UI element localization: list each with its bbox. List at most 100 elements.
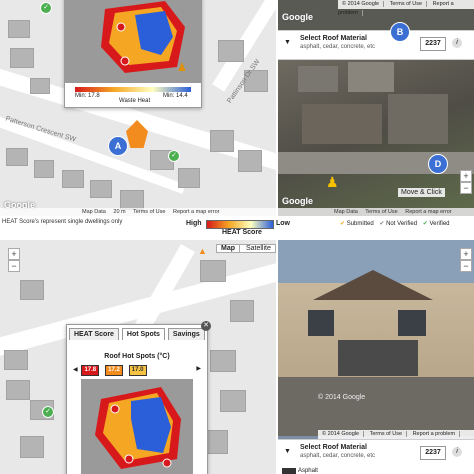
asphalt-label: Asphalt (297, 468, 318, 474)
info-icon[interactable]: i (452, 447, 462, 457)
prev-arrow-icon[interactable]: ◀ (73, 367, 78, 373)
legend-note: HEAT Score's represent single dwellings … (2, 219, 123, 225)
zoom-out-button[interactable]: − (460, 260, 472, 272)
hot-spot-value[interactable]: 17.2 (104, 365, 123, 376)
map-data-link[interactable]: Map Data (82, 209, 106, 215)
top-left-map[interactable]: ✓ ✓ Pattinson Dr SW Patterson Crescent S… (0, 0, 276, 216)
heat-map-popup: ♟ Min: 17.8 Waste Heat Min: 14.4 (64, 0, 202, 108)
badge-b: B (390, 22, 410, 42)
zoom-out-button[interactable]: − (8, 260, 20, 272)
status-submitted: Submitted (346, 221, 374, 227)
building (4, 350, 28, 370)
not-verified-icon: ✔ (379, 221, 385, 227)
heat-score-gradient (206, 220, 274, 229)
google-logo: Google (282, 12, 313, 22)
map-button[interactable]: Map (217, 245, 240, 252)
bottom-right-streetview[interactable]: + − © 2014 Google © 2014 Google Terms of… (278, 240, 474, 474)
roof-area-field[interactable]: 2237 (420, 446, 446, 460)
caret-down-icon[interactable]: ▼ (284, 448, 291, 455)
roof-material-bar[interactable]: ▼ Select Roof Material asphalt, cedar, c… (278, 439, 474, 469)
building (8, 20, 30, 38)
heat-gradient-bar (75, 87, 191, 92)
roof-material-title: Select Roof Material (300, 444, 367, 451)
map-scale: 20 m (113, 209, 126, 215)
status-verified: Verified (429, 221, 450, 227)
verified-marker-icon[interactable]: ✓ (40, 2, 52, 14)
asphalt-option[interactable]: Asphalt (278, 468, 474, 474)
streetview-top-links: © 2014 Google Terms of Use Report a prob… (338, 0, 474, 16)
verified-marker-icon[interactable]: ✓ (42, 406, 54, 418)
building (210, 350, 236, 372)
tab-savings[interactable]: Savings (167, 328, 205, 340)
caret-down-icon[interactable]: ▼ (284, 39, 291, 46)
status-not-verified: Not Verified (386, 221, 418, 227)
building (178, 168, 200, 188)
hot-spot-value[interactable]: 17.0 (128, 365, 147, 376)
building (230, 300, 254, 322)
close-icon[interactable]: ✕ (201, 321, 211, 331)
asphalt-swatch (282, 468, 296, 474)
building (120, 190, 144, 210)
streetview-watermark: © 2014 Google (318, 394, 366, 401)
heat-min-label: Min: 17.8 (75, 93, 100, 99)
info-icon[interactable]: i (452, 38, 462, 48)
aerial-photo (278, 60, 474, 208)
zoom-out-button[interactable]: − (460, 182, 472, 194)
building (210, 130, 234, 152)
hot-spot-value[interactable]: 17.8 (81, 365, 100, 376)
roof-material-subtitle: asphalt, cedar, concrete, etc (300, 44, 376, 50)
legend-strip: HEAT Score's represent single dwellings … (0, 216, 474, 240)
roof-hot-spot-map (81, 379, 193, 474)
copyright-text: © 2014 Google (338, 1, 385, 7)
roof-area-field[interactable]: 2237 (420, 37, 446, 51)
tab-heat-score[interactable]: HEAT Score (69, 328, 119, 340)
roof-material-bar[interactable]: ▼ Select Roof Material asphalt, cedar, c… (278, 30, 474, 60)
next-arrow-icon[interactable]: ▶ (196, 366, 201, 372)
status-legend: ✔ Submitted ✔ Not Verified ✔ Verified (340, 220, 450, 227)
verified-icon: ✔ (422, 221, 428, 227)
map-type-toggle: Map Satellite (216, 244, 276, 253)
pegman-icon[interactable]: ♟ (326, 174, 339, 190)
google-logo: Google (282, 196, 313, 206)
bottom-left-map[interactable]: ✓ + − ▲ Map Satellite HEAT Score Hot Spo… (0, 240, 276, 474)
report-error-link[interactable]: Report a map error (173, 209, 220, 215)
hot-spots-popup: HEAT Score Hot Spots Savings ✕ Roof Hot … (66, 321, 211, 474)
terms-link[interactable]: Terms of Use (365, 209, 398, 215)
zoom-in-button[interactable]: + (8, 248, 20, 260)
person-icon: ♟ (177, 62, 187, 74)
warning-icon[interactable]: ▲ (198, 246, 207, 256)
zoom-in-button[interactable]: + (460, 170, 472, 182)
roof-material-title: Select Roof Material (300, 35, 367, 42)
move-click-label: Move & Click (398, 188, 445, 197)
report-problem-link[interactable]: Report a problem (338, 1, 454, 16)
verified-marker-icon[interactable]: ✓ (168, 150, 180, 162)
building (34, 160, 54, 178)
zoom-in-button[interactable]: + (460, 248, 472, 260)
hot-spot-values: ◀ 17.8 17.2 17.0 ▶ (73, 365, 201, 376)
top-right-streetview[interactable]: Google © 2014 Google Terms of Use Report… (278, 0, 474, 216)
legend-high: High (186, 220, 202, 227)
popup-tabs: HEAT Score Hot Spots Savings (69, 328, 206, 340)
building (20, 436, 44, 458)
building (200, 260, 226, 282)
streetview-links: © 2014 Google Terms of Use Report a prob… (318, 430, 474, 439)
legend-low: Low (276, 220, 290, 227)
google-logo: Google (4, 200, 35, 210)
building (62, 170, 84, 188)
roof-material-subtitle: asphalt, cedar, concrete, etc (300, 453, 376, 459)
tab-hot-spots[interactable]: Hot Spots (121, 328, 165, 340)
report-error-link[interactable]: Report a map error (405, 209, 452, 215)
satellite-button[interactable]: Satellite (245, 245, 271, 252)
terms-link[interactable]: Terms of Use (133, 209, 166, 215)
building (220, 390, 246, 412)
streetview-footer: Map Data Terms of Use Report a map error (278, 208, 474, 216)
building (6, 148, 28, 166)
map-data-link[interactable]: Map Data (334, 209, 358, 215)
report-problem-link[interactable]: Report a problem (408, 431, 461, 437)
house-marker-icon[interactable] (126, 120, 148, 148)
terms-link[interactable]: Terms of Use (385, 1, 428, 7)
building (244, 70, 268, 92)
building (20, 280, 44, 300)
terms-link[interactable]: Terms of Use (365, 431, 408, 437)
house-photo (278, 240, 474, 436)
